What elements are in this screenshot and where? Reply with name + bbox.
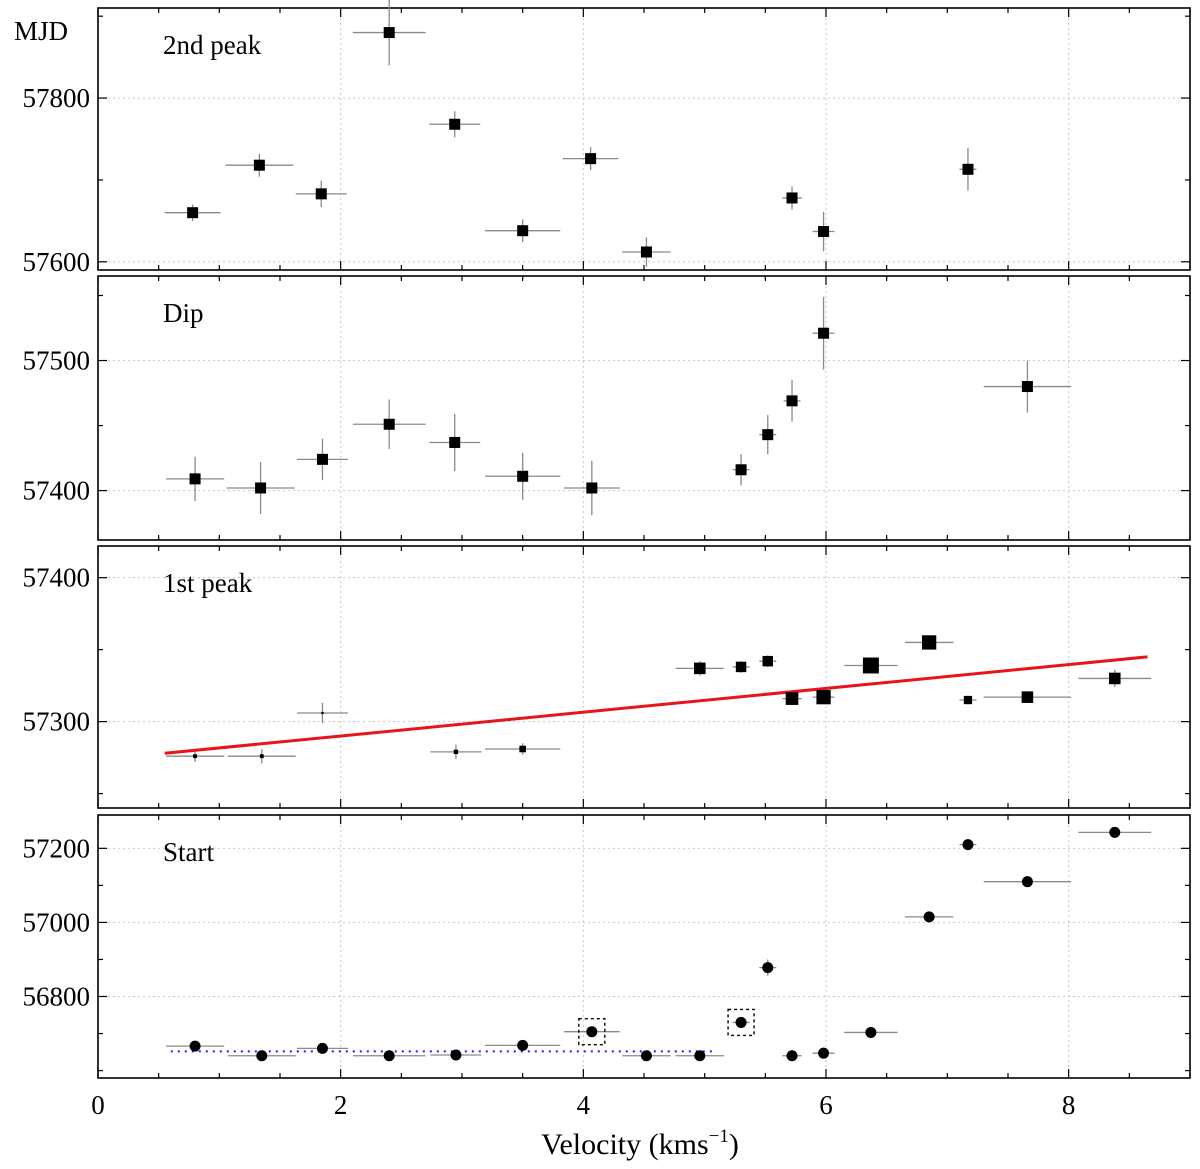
data-point — [193, 754, 197, 759]
data-point — [1021, 876, 1033, 888]
data-point — [519, 745, 526, 753]
data-point — [785, 692, 799, 705]
x-tick-label: 2 — [334, 1090, 348, 1120]
y-tick-label: 57200 — [23, 833, 91, 863]
panel-frame — [97, 275, 1191, 541]
y-tick-label: 57300 — [23, 707, 91, 737]
data-point — [255, 482, 267, 494]
panel-1: 57600 57800 2nd peak — [23, 0, 1191, 277]
panel-label: Start — [163, 837, 214, 867]
data-point — [640, 1050, 652, 1062]
data-point — [921, 635, 937, 650]
x-tick-label: 8 — [1062, 1090, 1076, 1120]
y-tick-label: 57800 — [23, 83, 91, 113]
data-point — [786, 192, 798, 204]
y-tick-label: 57600 — [23, 247, 91, 277]
data-point — [1021, 691, 1034, 703]
data-point — [640, 246, 652, 258]
data-point — [865, 1026, 877, 1038]
data-point — [453, 749, 459, 755]
panel-4: 56800 57000 57200 Start — [23, 814, 1191, 1079]
data-point — [586, 482, 598, 494]
x-tick-labels: 0 2 4 6 8 — [91, 1090, 1075, 1120]
data-point — [316, 453, 328, 465]
panel-label: 1st peak — [163, 568, 253, 598]
data-point — [963, 695, 973, 705]
panel-frame — [97, 545, 1191, 809]
data-point — [1021, 381, 1033, 393]
data-point — [321, 711, 324, 715]
data-point — [383, 27, 395, 39]
data-point — [786, 395, 798, 407]
highlight-box — [578, 1017, 606, 1046]
panel-label: Dip — [163, 298, 204, 328]
data-point — [189, 1040, 201, 1052]
data-point — [862, 657, 879, 674]
y-tick-label: 57500 — [23, 346, 91, 376]
data-point — [762, 429, 774, 441]
data-point — [762, 962, 774, 974]
x-axis-title: Velocity (kms−1) — [541, 1126, 739, 1161]
panel-2: 57400 57500 Dip — [23, 275, 1191, 541]
data-point — [383, 1050, 395, 1062]
panel-frame — [97, 814, 1191, 1079]
highlight-box — [727, 1008, 755, 1037]
data-point — [517, 470, 529, 482]
data-point — [694, 1050, 706, 1062]
data-point — [735, 464, 747, 476]
data-point — [1109, 826, 1121, 838]
data-point — [253, 159, 265, 171]
data-point — [962, 839, 974, 851]
data-point — [259, 754, 264, 759]
data-point — [586, 1026, 598, 1038]
data-point — [383, 418, 395, 430]
y-tick-label: 57400 — [23, 476, 91, 506]
data-point — [256, 1050, 268, 1062]
data-point — [315, 188, 327, 200]
y-tick-label: 57000 — [23, 907, 91, 937]
data-point — [818, 327, 830, 339]
data-point — [517, 225, 529, 237]
data-point — [450, 1049, 462, 1061]
panel-3: 57300 57400 1st peak — [23, 545, 1191, 809]
data-point — [762, 655, 773, 667]
data-point — [962, 163, 974, 175]
data-point — [449, 436, 461, 448]
data-point — [187, 207, 199, 219]
panels-layer: 57600 57800 2nd peak 57400 57500 Dip 57300 5740… — [23, 0, 1191, 1120]
data-point — [316, 1042, 328, 1054]
data-point — [818, 1047, 830, 1059]
x-tick-label: 6 — [819, 1090, 833, 1120]
data-point — [189, 473, 201, 485]
data-point — [449, 118, 461, 130]
x-tick-label: 4 — [577, 1090, 591, 1120]
y-tick-label: 56800 — [23, 982, 91, 1012]
data-point — [786, 1050, 798, 1062]
data-point — [735, 1016, 747, 1028]
data-point — [1108, 672, 1121, 685]
panel-frame — [97, 7, 1191, 271]
data-point — [818, 226, 830, 238]
panel-label: 2nd peak — [163, 30, 262, 60]
data-point — [923, 911, 935, 923]
data-point — [735, 661, 747, 673]
y-axis-title: MJD — [14, 16, 68, 46]
data-point — [585, 153, 597, 165]
fit-line — [164, 655, 1148, 755]
data-point — [816, 690, 831, 705]
data-point — [694, 662, 706, 675]
y-tick-label: 57400 — [23, 563, 91, 593]
data-point — [517, 1039, 529, 1051]
x-tick-label: 0 — [91, 1090, 105, 1120]
